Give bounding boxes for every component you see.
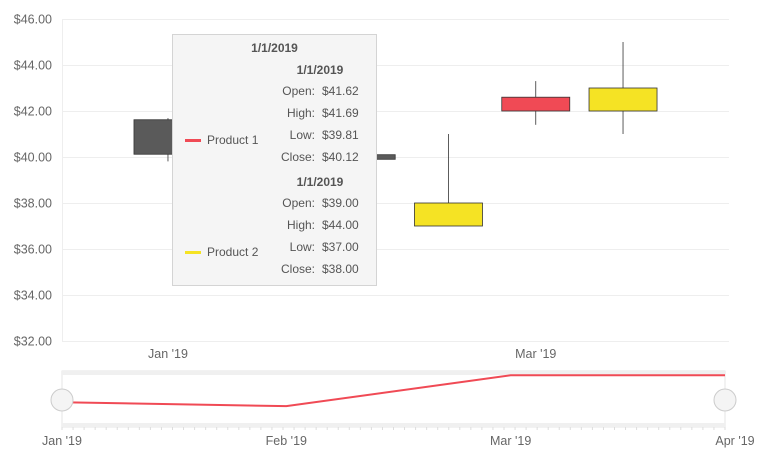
- tooltip-row-high: High: $41.69: [275, 103, 365, 123]
- navigator-tick-label: Apr '19: [715, 434, 754, 448]
- tooltip-value: $39.81: [322, 128, 359, 142]
- x-tick-label: Jan '19: [148, 347, 188, 361]
- tooltip-value: $41.69: [322, 106, 359, 120]
- tooltip-label: Close:: [280, 262, 315, 276]
- tooltip-value: $41.62: [322, 84, 359, 98]
- series-swatch-icon: [185, 250, 201, 254]
- tooltip: 1/1/2019 Product 1 1/1/2019 Open: $41.62 …: [172, 34, 377, 286]
- y-axis-tick-labels: $32.00 $34.00 $36.00 $38.00 $40.00 $42.00 $44.…: [14, 13, 52, 349]
- candle-body: [414, 202, 483, 227]
- tooltip-label: High:: [286, 106, 315, 120]
- tooltip-row-high: High: $44.00: [275, 215, 365, 235]
- tooltip-row-open: Open: $39.00: [275, 193, 365, 213]
- y-tick-label: $42.00: [14, 105, 52, 119]
- navigator-handle-right[interactable]: [713, 388, 737, 412]
- navigator-tick-label: Jan '19: [42, 434, 82, 448]
- tooltip-row-low: Low: $37.00: [275, 237, 365, 257]
- tooltip-value: $44.00: [322, 218, 359, 232]
- navigator-series-line: [61, 374, 725, 408]
- y-tick-label: $44.00: [14, 59, 52, 73]
- series-swatch-icon: [185, 138, 201, 142]
- tooltip-legend-product-2: Product 2: [185, 245, 258, 259]
- tooltip-value: $38.00: [322, 262, 359, 276]
- y-grid: [62, 19, 729, 342]
- x-tick-label: Mar '19: [515, 347, 556, 361]
- tooltip-date: 1/1/2019: [296, 63, 344, 77]
- y-tick-label: $38.00: [14, 197, 52, 211]
- tooltip-label: Low:: [289, 128, 315, 142]
- y-tick-label: $34.00: [14, 289, 52, 303]
- tooltip-title: 1/1/2019: [251, 41, 298, 55]
- y-tick-label: $32.00: [14, 335, 52, 349]
- tooltip-series-name: Product 2: [207, 245, 259, 259]
- tooltip-label: Open:: [282, 196, 315, 210]
- candle-body: [501, 96, 571, 112]
- tooltip-row-low: Low: $39.81: [275, 125, 365, 145]
- tooltip-series-name: Product 1: [207, 133, 259, 147]
- navigator-tick-label: Feb '19: [266, 434, 307, 448]
- tooltip-label: High:: [286, 218, 315, 232]
- tooltip-row-close: Close: $38.00: [275, 259, 365, 279]
- y-tick-label: $40.00: [14, 151, 52, 165]
- y-tick-label: $36.00: [14, 243, 52, 257]
- tooltip-row-close: Close: $40.12: [275, 147, 365, 167]
- tooltip-label: Open:: [282, 84, 315, 98]
- tooltip-date: 1/1/2019: [296, 175, 344, 189]
- navigator-bottom-band: [62, 423, 725, 427]
- tooltip-value: $40.12: [322, 150, 359, 164]
- navigator[interactable]: Jan '19 Feb '19 Mar '19 Apr '19: [42, 370, 755, 448]
- candle-body: [588, 87, 658, 112]
- tooltip-label: Low:: [289, 240, 315, 254]
- navigator-frame: [61, 370, 726, 428]
- tooltip-legend-product-1: Product 1: [185, 133, 258, 147]
- tooltip-value: $37.00: [322, 240, 359, 254]
- navigator-tick-label: Mar '19: [490, 434, 531, 448]
- y-tick-label: $46.00: [14, 13, 52, 27]
- navigator-handle-left[interactable]: [50, 388, 74, 412]
- tooltip-label: Close:: [280, 150, 315, 164]
- x-axis-tick-labels: Jan '19 Mar '19: [148, 347, 556, 361]
- navigator-top-band: [62, 371, 725, 375]
- tooltip-row-open: Open: $41.62: [275, 81, 365, 101]
- tooltip-value: $39.00: [322, 196, 359, 210]
